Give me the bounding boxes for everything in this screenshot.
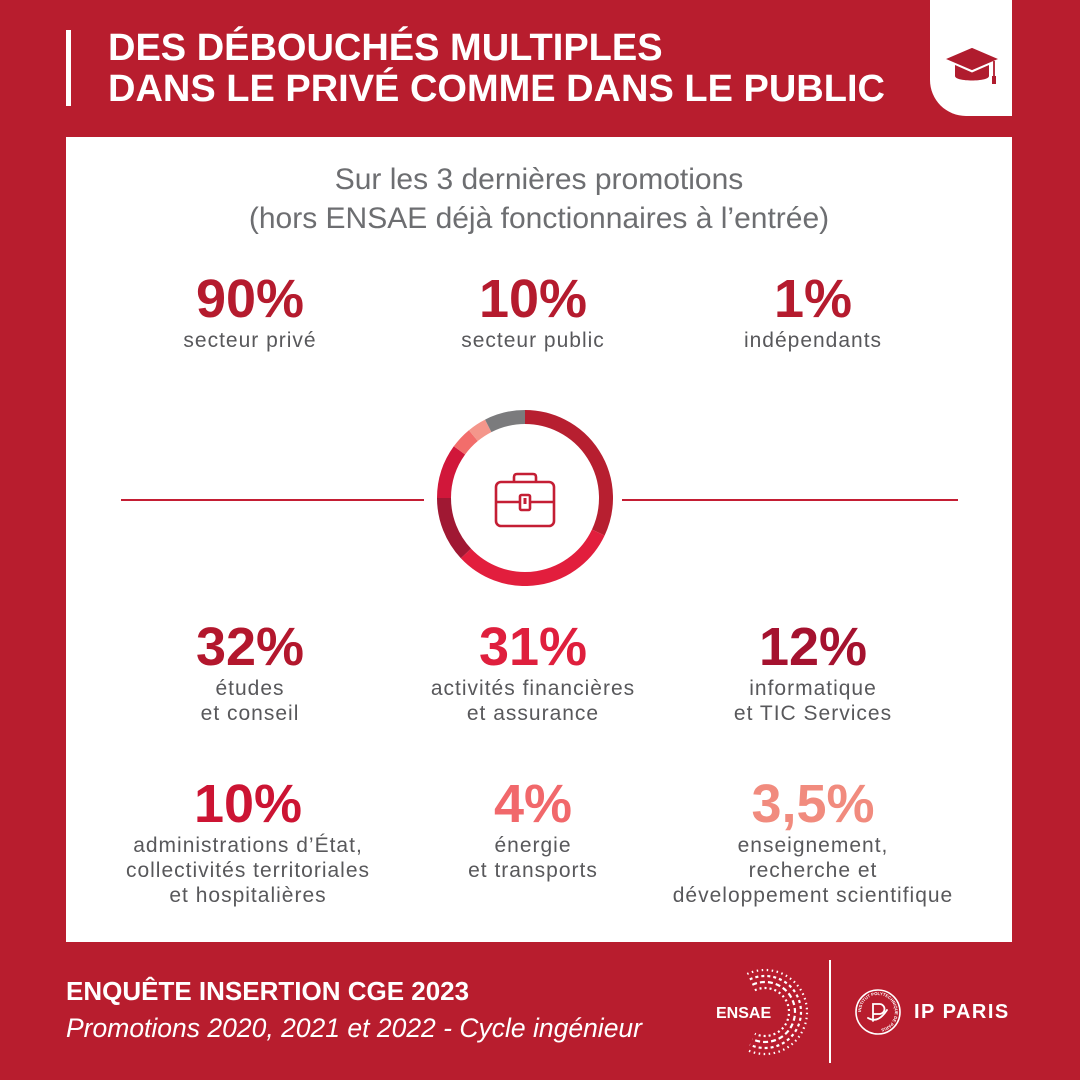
ensae-logo-text: ENSAE [716, 1005, 771, 1022]
stat-value: 10% [478, 269, 588, 329]
stat-etudes-conseil: 32% études et conseil [90, 620, 410, 726]
stat-label: énergie et transports [373, 833, 693, 883]
title-line-2: DANS LE PRIVÉ COMME DANS LE PUBLIC [108, 68, 885, 110]
donut-slice [437, 446, 466, 499]
donut-slice [453, 430, 478, 455]
donut-slice [437, 497, 472, 559]
stat-label-line: et assurance [466, 702, 600, 725]
stat-label-line: secteur public [461, 329, 605, 352]
stat-energie-transports: 4% énergie et transports [373, 777, 693, 883]
stat-value: 90% [195, 269, 305, 329]
stat-value: 3,5% [751, 774, 875, 834]
stat-label-line: et conseil [200, 702, 300, 725]
stat-label: secteur privé [90, 328, 410, 353]
donut-slice [460, 529, 605, 586]
stat-label: indépendants [653, 328, 973, 353]
stat-label: études et conseil [90, 676, 410, 726]
donut-chart [437, 410, 613, 586]
stat-enseignement-recherche: 3,5% enseignement, recherche et développ… [653, 777, 973, 908]
stat-label: activités financières et assurance [373, 676, 693, 726]
title-accent-bar [66, 30, 71, 106]
graduation-cap-icon [942, 46, 1002, 84]
donut-slice [468, 419, 492, 442]
stat-independants: 1% indépendants [653, 272, 973, 353]
stat-value: 12% [758, 617, 868, 677]
stat-secteur-prive: 90% secteur privé [90, 272, 410, 353]
stat-label-line: et transports [468, 859, 598, 882]
stat-label-line: activités financières [430, 677, 636, 700]
ip-paris-logo-text: IP PARIS [914, 1001, 1010, 1023]
content-panel [66, 137, 1012, 942]
footer-divider [829, 960, 831, 1063]
intro-line-2: (hors ENSAE déjà fonctionnaires à l’entr… [248, 202, 830, 235]
stat-label-line: administrations d’État, [133, 834, 363, 857]
stat-label-line: et TIC Services [733, 702, 893, 725]
stat-label: secteur public [373, 328, 693, 353]
donut-slice [524, 410, 613, 536]
ip-paris-emblem: INSTITUT POLYTECHNIQUE DE PARIS [855, 989, 901, 1035]
stat-informatique-tic: 12% informatique et TIC Services [653, 620, 973, 726]
divider-line-right [622, 499, 958, 501]
stat-label-line: indépendants [743, 329, 883, 352]
stat-label-line: informatique [749, 677, 877, 700]
briefcase-icon [494, 472, 556, 528]
stat-label-line: recherche et [748, 859, 878, 882]
stat-label: enseignement, recherche et développement… [653, 833, 973, 908]
stat-label-line: secteur privé [183, 329, 317, 352]
donut-slice [485, 410, 526, 433]
stat-label-line: et hospitalières [169, 884, 327, 907]
stat-label-line: développement scientifique [672, 884, 954, 907]
page-title: DES DÉBOUCHÉS MULTIPLES DANS LE PRIVÉ CO… [108, 28, 885, 110]
stat-label-line: énergie [494, 834, 572, 857]
svg-text:INSTITUT POLYTECHNIQUE DE PARI: INSTITUT POLYTECHNIQUE DE PARIS [857, 991, 899, 1033]
ip-paris-emblem-text: INSTITUT POLYTECHNIQUE DE PARIS [857, 991, 899, 1033]
stat-label: administrations d’État, collectivités te… [88, 833, 408, 908]
stat-label: informatique et TIC Services [653, 676, 973, 726]
stat-value: 1% [773, 269, 853, 329]
stat-value: 32% [195, 617, 305, 677]
cohorts-caption: Promotions 2020, 2021 et 2022 - Cycle in… [66, 1013, 642, 1043]
intro-line-1: Sur les 3 dernières promotions [334, 163, 744, 196]
stat-finance-assurance: 31% activités financières et assurance [373, 620, 693, 726]
stat-value: 4% [493, 774, 573, 834]
stat-value: 31% [478, 617, 588, 677]
stat-administrations: 10% administrations d’État, collectivité… [88, 777, 408, 908]
stat-label-line: enseignement, [737, 834, 889, 857]
divider-line-left [121, 499, 424, 501]
title-line-1: DES DÉBOUCHÉS MULTIPLES [108, 27, 663, 69]
survey-title: ENQUÊTE INSERTION CGE 2023 [66, 976, 470, 1006]
ensae-logo: ENSAE [716, 968, 809, 1056]
stat-label-line: collectivités territoriales [125, 859, 371, 882]
intro-text: Sur les 3 dernières promotions (hors ENS… [139, 160, 939, 238]
stat-secteur-public: 10% secteur public [373, 272, 693, 353]
stat-value: 10% [193, 774, 303, 834]
stat-label-line: études [215, 677, 285, 700]
